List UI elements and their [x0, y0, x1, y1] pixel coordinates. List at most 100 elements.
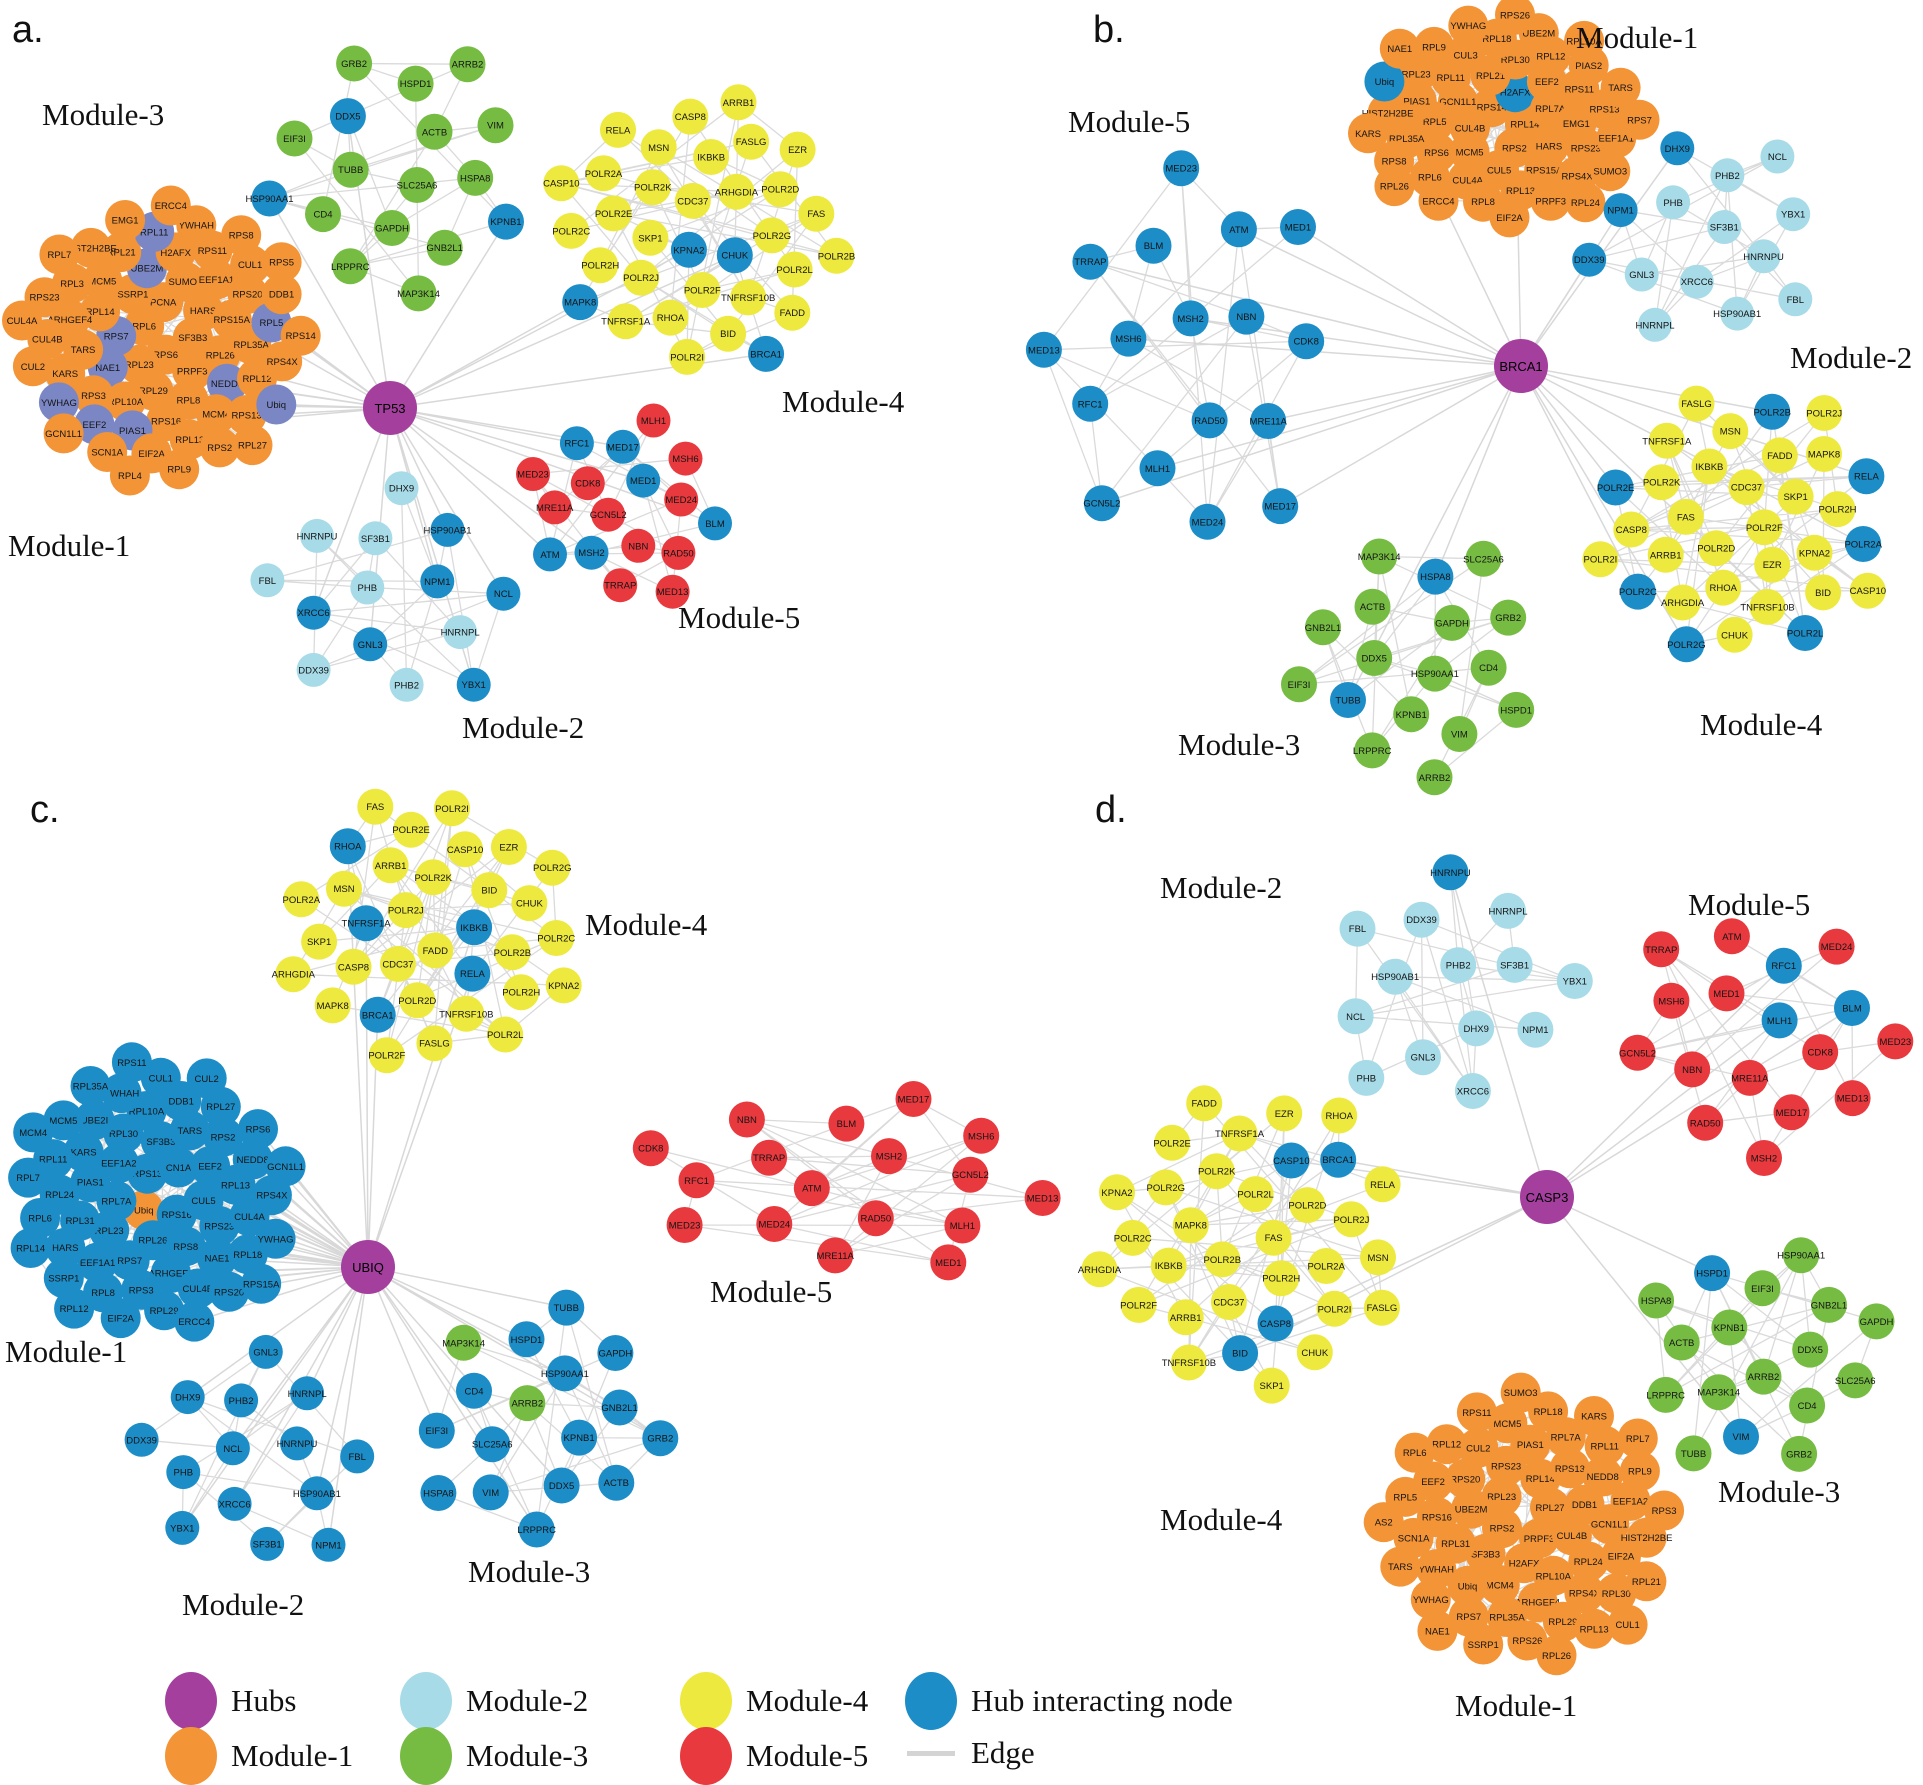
- node-ARRB1[interactable]: [1647, 536, 1684, 573]
- node-BLM[interactable]: [1135, 227, 1172, 264]
- node-CUL2[interactable]: [12, 346, 53, 387]
- node-MED23[interactable]: [1163, 150, 1200, 187]
- node-MED24[interactable]: [756, 1206, 793, 1242]
- node-RPS11[interactable]: [111, 1042, 152, 1083]
- node-BID[interactable]: [1222, 1335, 1259, 1372]
- node-FASLG[interactable]: [733, 123, 770, 160]
- node-MAPK8[interactable]: [1172, 1207, 1209, 1244]
- node-MED1[interactable]: [930, 1244, 967, 1281]
- node-RPS15A[interactable]: [241, 1263, 282, 1304]
- node-POLR2G[interactable]: [534, 849, 571, 886]
- node-RPS20[interactable]: [1445, 1458, 1486, 1499]
- node-PHB[interactable]: [1348, 1059, 1385, 1096]
- node-POLR2K[interactable]: [1198, 1153, 1235, 1190]
- node-POLR2F[interactable]: [1746, 509, 1783, 546]
- node-RPS11[interactable]: [1456, 1392, 1497, 1433]
- node-ERCC4[interactable]: [174, 1301, 215, 1342]
- node-RPL21[interactable]: [1626, 1561, 1667, 1602]
- node-ARHGDIA[interactable]: [1081, 1251, 1118, 1288]
- node-MRE11A[interactable]: [1250, 403, 1287, 439]
- node-RPL7[interactable]: [8, 1157, 49, 1198]
- node-MLH1[interactable]: [944, 1207, 981, 1244]
- node-DHX9[interactable]: [170, 1380, 205, 1415]
- node-MED17[interactable]: [1262, 488, 1299, 525]
- node-RPL9[interactable]: [1619, 1451, 1660, 1492]
- node-PHB[interactable]: [1656, 185, 1691, 220]
- node-RPL7[interactable]: [1617, 1418, 1658, 1459]
- node-SF3B1[interactable]: [250, 1526, 285, 1561]
- node-KPNA2[interactable]: [670, 231, 707, 268]
- node-POLR2L[interactable]: [1237, 1176, 1274, 1213]
- node-POLR2A[interactable]: [283, 881, 320, 918]
- node-MED24[interactable]: [1818, 928, 1855, 965]
- node-ARRB1[interactable]: [372, 847, 409, 884]
- node-MLH1[interactable]: [636, 403, 671, 438]
- node-FADD[interactable]: [417, 932, 454, 969]
- node-CASP10[interactable]: [1273, 1142, 1310, 1179]
- node-CHUK[interactable]: [716, 237, 753, 274]
- node-TNFRSF10B[interactable]: [1170, 1344, 1207, 1381]
- node-NBN[interactable]: [621, 528, 656, 563]
- node-BRCA1[interactable]: [748, 335, 785, 372]
- node-YWHAG[interactable]: [255, 1218, 296, 1259]
- node-GCN1L1[interactable]: [43, 413, 84, 454]
- node-IKBKB[interactable]: [693, 139, 730, 175]
- node-POLR2I[interactable]: [434, 790, 470, 827]
- node-TUBB[interactable]: [332, 151, 369, 188]
- node-MED17[interactable]: [895, 1081, 932, 1117]
- node-GNB2L1[interactable]: [426, 229, 463, 266]
- node-DDX39[interactable]: [1403, 901, 1440, 938]
- node-CDC37[interactable]: [674, 182, 711, 219]
- node-MSH2[interactable]: [1746, 1140, 1782, 1176]
- node-RELA[interactable]: [600, 111, 636, 148]
- node-POLR2H[interactable]: [1819, 491, 1856, 528]
- node-POLR2G[interactable]: [1668, 626, 1705, 663]
- node-UBE2M[interactable]: [1451, 1488, 1492, 1529]
- node-RHOA[interactable]: [1321, 1097, 1358, 1134]
- node-XRCC6[interactable]: [1454, 1073, 1491, 1109]
- node-ACTB[interactable]: [598, 1464, 635, 1501]
- node-YWHAH[interactable]: [1416, 1549, 1457, 1590]
- node-BRCA1[interactable]: [1320, 1141, 1357, 1178]
- node-DDX39[interactable]: [1572, 242, 1607, 277]
- node-RELA[interactable]: [454, 955, 491, 992]
- node-FBL[interactable]: [1339, 910, 1376, 947]
- node-RFC1[interactable]: [678, 1162, 715, 1199]
- node-HSPD1[interactable]: [397, 65, 434, 102]
- node-SLC25A6[interactable]: [1465, 540, 1502, 577]
- node-GRB2[interactable]: [642, 1420, 679, 1457]
- node-ATM[interactable]: [1713, 918, 1750, 955]
- node-MSH6[interactable]: [963, 1117, 1000, 1154]
- node-HSP90AB1[interactable]: [299, 1476, 334, 1511]
- node-MED1[interactable]: [1708, 975, 1745, 1012]
- node-CDC37[interactable]: [1210, 1284, 1247, 1320]
- node-MSH6[interactable]: [1653, 982, 1690, 1019]
- node-RPL26[interactable]: [1536, 1635, 1577, 1676]
- node-MED23[interactable]: [516, 457, 550, 491]
- node-Ubiq[interactable]: [1447, 1565, 1488, 1606]
- node-MRE11A[interactable]: [537, 490, 572, 525]
- node-VIM[interactable]: [477, 107, 514, 144]
- node-PHB2[interactable]: [1440, 947, 1477, 984]
- node-XRCC6[interactable]: [296, 595, 331, 630]
- node-TARS[interactable]: [1380, 1546, 1421, 1587]
- node-POLR2A[interactable]: [585, 155, 622, 192]
- node-MED13[interactable]: [1834, 1080, 1871, 1117]
- node-POLR2A[interactable]: [1308, 1248, 1345, 1284]
- node-MED13[interactable]: [655, 574, 690, 609]
- node-GAPDH[interactable]: [1858, 1303, 1895, 1340]
- node-CHUK[interactable]: [1716, 616, 1753, 653]
- node-ERCC4[interactable]: [150, 185, 191, 226]
- node-KPNB1[interactable]: [1711, 1309, 1748, 1346]
- node-ARRB2[interactable]: [1416, 759, 1453, 796]
- node-FBL[interactable]: [1778, 282, 1813, 317]
- node-ARHGDIA[interactable]: [1664, 584, 1701, 621]
- node-PHB2[interactable]: [1710, 158, 1745, 193]
- node-POLR2H[interactable]: [503, 974, 540, 1011]
- node-POLR2B[interactable]: [494, 934, 531, 971]
- node-NBN[interactable]: [1674, 1051, 1711, 1088]
- node-GAPDH[interactable]: [1434, 604, 1470, 641]
- node-TNFRSF10B[interactable]: [448, 995, 485, 1032]
- node-NEDD8[interactable]: [207, 363, 247, 404]
- node-MAPK8[interactable]: [314, 987, 351, 1024]
